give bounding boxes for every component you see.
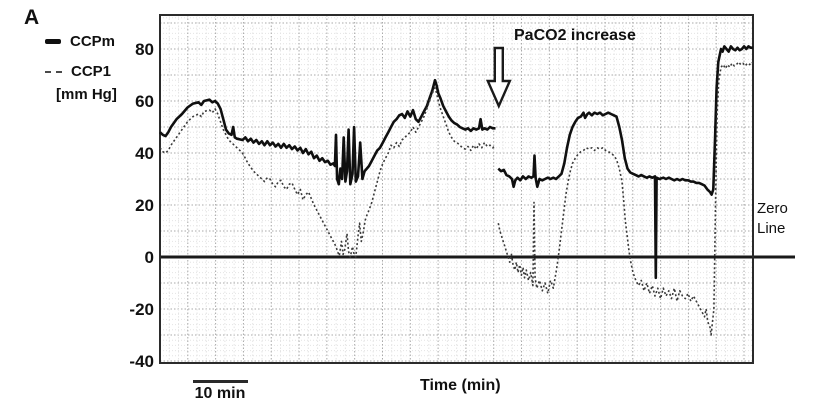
trace-ccp1 bbox=[159, 87, 497, 258]
y-tick-label: -20 bbox=[129, 300, 154, 319]
y-tick-label: -40 bbox=[129, 352, 154, 371]
scale-bar bbox=[193, 380, 248, 383]
y-tick-label: 20 bbox=[135, 196, 154, 215]
panel-label: A bbox=[24, 6, 40, 29]
scale-bar-label: 10 min bbox=[194, 385, 246, 402]
solid-line-legend-marker-icon bbox=[45, 39, 61, 44]
paco2-increase-annotation: PaCO2 increase bbox=[514, 27, 636, 44]
legend-label-ccp1: CCP1 bbox=[71, 63, 112, 80]
legend-label-ccpm: CCPm bbox=[70, 33, 116, 50]
grid bbox=[160, 15, 753, 363]
trace-ccp1 bbox=[497, 61, 754, 336]
x-axis-title: Time (min) bbox=[420, 377, 501, 394]
y-tick-label: 40 bbox=[135, 144, 154, 163]
paco2-arrow-icon bbox=[485, 46, 512, 109]
trace-ccpm bbox=[159, 78, 496, 186]
y-tick-label: 60 bbox=[135, 92, 154, 111]
zero-line-label: Zero Line bbox=[757, 200, 788, 238]
plot-border bbox=[159, 14, 754, 364]
y-tick-label: 80 bbox=[135, 40, 154, 59]
y-tick-label: 0 bbox=[145, 248, 154, 267]
legend-item-ccp1: CCP1 bbox=[45, 63, 111, 80]
legend-item-ccpm: CCPm bbox=[45, 33, 115, 50]
y-axis-units-label: [mm Hg] bbox=[56, 86, 117, 103]
trace-ccpm bbox=[497, 45, 753, 280]
dashed-line-legend-marker-icon bbox=[45, 70, 62, 73]
